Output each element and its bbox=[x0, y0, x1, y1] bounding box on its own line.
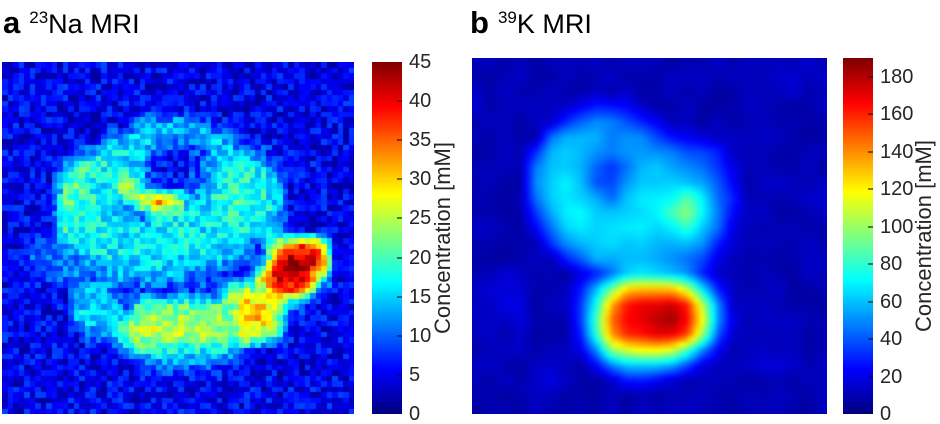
panel-b-nuclide-label: K MRI bbox=[516, 9, 592, 39]
colorbar-tick-mark bbox=[868, 150, 873, 153]
colorbar-tick-mark bbox=[868, 113, 873, 116]
colorbar-tick-mark bbox=[868, 263, 873, 266]
colorbar-tick-mark bbox=[397, 295, 402, 298]
colorbar-tick-mark bbox=[397, 334, 402, 337]
colorbar-tick-label: 140 bbox=[880, 140, 914, 163]
colorbar-tick-label: 120 bbox=[880, 178, 914, 201]
panel-b-isotope: 39 bbox=[497, 8, 517, 27]
colorbar-tick-label: 80 bbox=[880, 253, 903, 276]
heatmap-na-mri bbox=[2, 62, 354, 414]
colorbar-tick-mark bbox=[868, 375, 873, 378]
colorbar-tick-mark bbox=[868, 188, 873, 191]
colorbar-tick-label: 45 bbox=[409, 51, 432, 73]
colorbar-na: 0 5 10 15 20 25 30 35 40 45 Concentration [mM] bbox=[372, 51, 455, 424]
colorbar-na-gradient bbox=[372, 62, 402, 414]
panel-a-nuclide-label: Na MRI bbox=[48, 9, 140, 39]
colorbar-tick-mark bbox=[397, 100, 402, 103]
colorbar-k-ticks: 0 20 40 60 80 100 120 140 160 180 bbox=[843, 58, 913, 424]
colorbar-tick-label: 20 bbox=[409, 246, 432, 269]
colorbar-tick-mark bbox=[397, 139, 402, 142]
panel-a-letter: a bbox=[3, 5, 21, 40]
colorbar-tick-label: 40 bbox=[409, 90, 432, 113]
colorbar-tick-label: 0 bbox=[409, 403, 421, 424]
panel-a-heading: 23Na MRI bbox=[29, 8, 140, 39]
panel-b-heading: 39K MRI bbox=[497, 8, 592, 39]
colorbar-tick-label: 35 bbox=[409, 129, 432, 152]
colorbar-k-gradient bbox=[843, 58, 873, 414]
panel-b-letter: b bbox=[470, 5, 489, 40]
colorbar-tick-label: 15 bbox=[409, 285, 432, 308]
colorbar-tick-label: 25 bbox=[409, 207, 432, 230]
colorbar-tick-mark bbox=[868, 338, 873, 341]
colorbar-tick-mark bbox=[397, 256, 402, 259]
heatmap-k-mri bbox=[472, 58, 827, 414]
colorbar-tick-label: 180 bbox=[880, 65, 914, 88]
colorbar-tick-mark bbox=[397, 178, 402, 181]
panel-a-title: a 23Na MRI bbox=[3, 5, 140, 41]
colorbar-tick-label: 10 bbox=[409, 324, 432, 347]
colorbar-tick-label: 60 bbox=[880, 290, 903, 313]
colorbar-tick-label: 100 bbox=[880, 215, 914, 238]
panel-a-isotope: 23 bbox=[29, 8, 49, 27]
colorbar-tick-mark bbox=[868, 300, 873, 303]
colorbar-k-label: Concentration [mM] bbox=[911, 140, 936, 332]
colorbar-tick-mark bbox=[397, 373, 402, 376]
colorbar-tick-mark bbox=[868, 75, 873, 78]
colorbar-na-label: Concentration [mM] bbox=[430, 142, 455, 334]
colorbar-tick-label: 20 bbox=[880, 365, 903, 388]
colorbar-tick-label: 160 bbox=[880, 103, 914, 126]
colorbar-tick-mark bbox=[397, 217, 402, 220]
colorbar-tick-label: 0 bbox=[880, 403, 892, 424]
colorbar-tick-label: 5 bbox=[409, 363, 421, 386]
colorbar-na-ticks: 0 5 10 15 20 25 30 35 40 45 bbox=[372, 51, 431, 424]
panel-b-title: b 39K MRI bbox=[470, 5, 592, 41]
colorbar-tick-label: 30 bbox=[409, 168, 432, 191]
colorbar-k: 0 20 40 60 80 100 120 140 160 180 Concentration [… bbox=[843, 58, 936, 424]
colorbar-tick-label: 40 bbox=[880, 328, 903, 351]
colorbar-tick-mark bbox=[868, 225, 873, 228]
